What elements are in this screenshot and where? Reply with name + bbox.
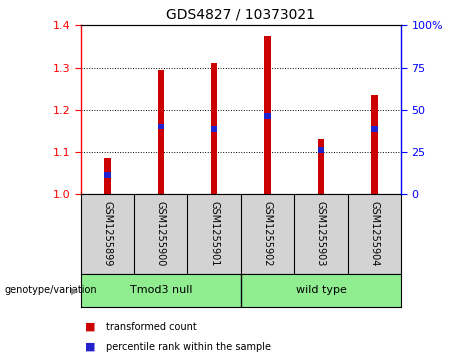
Bar	[158, 124, 164, 130]
Bar	[264, 113, 271, 119]
Bar	[371, 126, 378, 131]
Bar	[211, 64, 218, 194]
Bar	[104, 172, 111, 178]
Text: ■: ■	[85, 322, 96, 332]
Text: ▶: ▶	[71, 285, 79, 295]
Bar	[318, 139, 324, 194]
Text: GSM1255901: GSM1255901	[209, 201, 219, 266]
Text: GSM1255904: GSM1255904	[369, 201, 379, 266]
Bar	[104, 158, 111, 194]
Text: GSM1255899: GSM1255899	[102, 201, 112, 266]
Text: transformed count: transformed count	[106, 322, 197, 332]
Bar	[371, 95, 378, 194]
Text: percentile rank within the sample: percentile rank within the sample	[106, 342, 271, 352]
Text: Tmod3 null: Tmod3 null	[130, 285, 192, 295]
Title: GDS4827 / 10373021: GDS4827 / 10373021	[166, 8, 315, 21]
Bar	[264, 36, 271, 194]
Text: ■: ■	[85, 342, 96, 352]
Text: GSM1255900: GSM1255900	[156, 201, 166, 266]
Text: GSM1255903: GSM1255903	[316, 201, 326, 266]
Text: genotype/variation: genotype/variation	[5, 285, 97, 295]
Bar	[158, 70, 164, 194]
Bar	[318, 147, 324, 152]
Text: wild type: wild type	[296, 285, 346, 295]
Text: GSM1255902: GSM1255902	[263, 201, 272, 266]
Bar	[211, 126, 218, 131]
